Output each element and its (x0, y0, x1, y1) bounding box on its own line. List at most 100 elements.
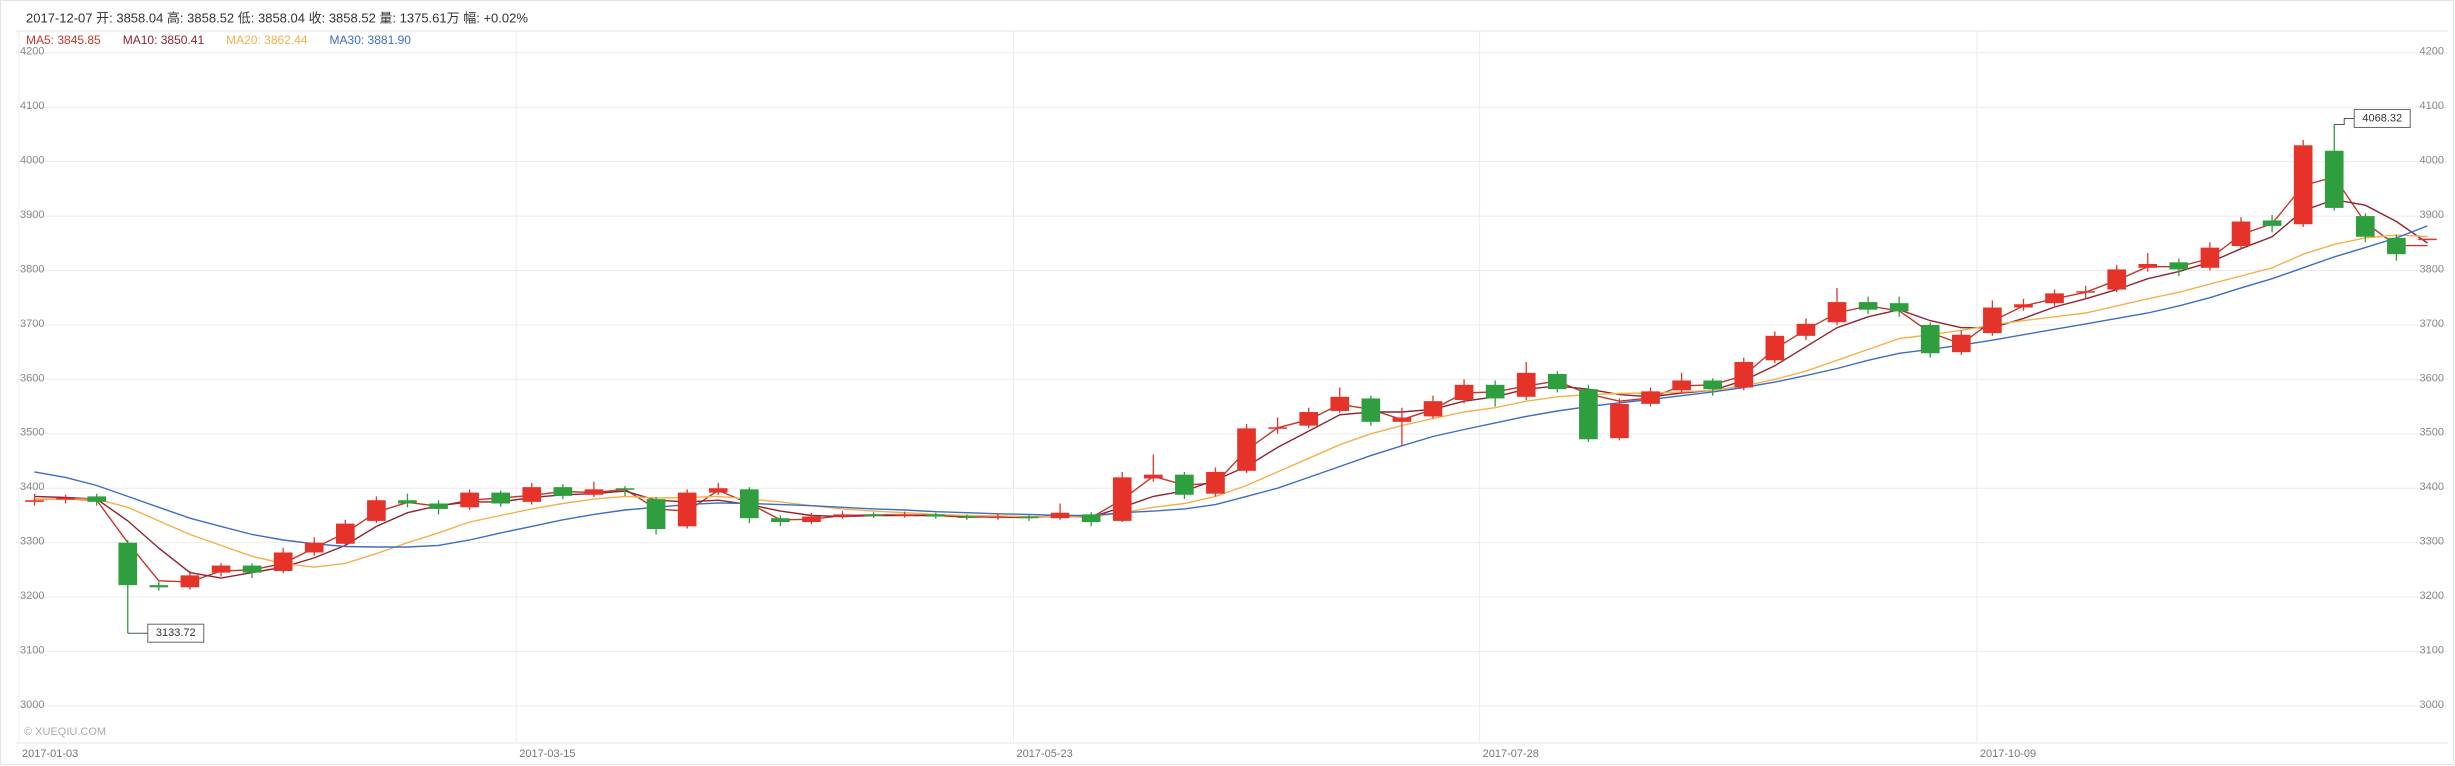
candle-body (1112, 477, 1132, 521)
candle-body (2231, 221, 2251, 247)
candle-body (2014, 304, 2033, 308)
candle-body (335, 523, 355, 544)
candle-body (1050, 512, 1070, 519)
x-tick-label: 2017-10-09 (1980, 748, 2036, 760)
candle-body (2324, 150, 2344, 208)
ma-line (34, 225, 2428, 548)
y-tick-label-right: 3900 (2420, 209, 2444, 221)
candle-body (2045, 293, 2064, 304)
y-tick-label: 3300 (20, 536, 44, 548)
candle-body (2262, 220, 2282, 226)
candle-body (1175, 474, 1194, 495)
candle-body (1858, 302, 1878, 310)
x-tick-label: 2017-01-03 (22, 748, 78, 760)
candle-body (1672, 380, 1691, 391)
candle-body (1143, 474, 1163, 479)
candle-body (1268, 427, 1287, 429)
candle-body (1454, 384, 1474, 401)
candle-body (460, 492, 479, 508)
candle-body (1641, 391, 1660, 404)
candle-body (1703, 380, 1723, 390)
legend: MA5: 3845.85 MA10: 3850.41 MA20: 3862.44 MA… (26, 33, 411, 47)
candle-body (304, 542, 324, 553)
x-tick-label: 2017-03-15 (519, 748, 575, 760)
y-tick-label: 3000 (20, 699, 44, 711)
candle-body (739, 489, 759, 519)
y-tick-label: 4200 (20, 46, 44, 58)
candle-body (522, 487, 542, 502)
candle-body (2107, 269, 2127, 290)
candle-body (1516, 372, 1536, 397)
candle-body (1920, 324, 1940, 354)
candle-body (1081, 514, 1101, 522)
candle-body (1237, 428, 1256, 471)
candle-body (211, 565, 231, 573)
y-tick-label: 4100 (20, 100, 44, 112)
candle-body (957, 516, 977, 519)
candle-body (56, 498, 75, 500)
candle-body (1392, 417, 1412, 422)
y-tick-label-right: 3600 (2420, 372, 2444, 384)
y-tick-label-right: 4100 (2420, 100, 2444, 112)
candle-body (398, 500, 417, 504)
candle-body (1423, 401, 1443, 417)
candle-body (553, 487, 573, 496)
y-tick-label-right: 3100 (2420, 644, 2444, 656)
candle-body (1796, 323, 1816, 336)
candle-body (1734, 361, 1754, 388)
candle-body (895, 514, 915, 516)
y-tick-label-right: 4000 (2420, 155, 2444, 167)
candle-body (677, 492, 697, 527)
ma-line (34, 234, 2428, 568)
y-tick-label: 3800 (20, 263, 44, 275)
y-tick-label-right: 3800 (2420, 263, 2444, 275)
legend-entry: MA20: 3862.44 (226, 33, 308, 47)
candle-body (1765, 335, 1785, 361)
candle-body (1206, 471, 1225, 494)
candle-body (25, 500, 44, 502)
y-tick-label-right: 3500 (2420, 427, 2444, 439)
annotation-label: 3133.72 (156, 627, 196, 639)
candle-body (1579, 389, 1598, 440)
annotation-box (147, 623, 205, 643)
y-tick-label: 4000 (20, 155, 44, 167)
y-tick-label-right: 3300 (2420, 536, 2444, 548)
legend-entry: MA10: 3850.41 (123, 33, 205, 47)
y-tick-label: 3500 (20, 427, 44, 439)
candle-body (2387, 237, 2406, 255)
candle-body (2138, 263, 2158, 268)
annotation-leader (2334, 117, 2355, 125)
candle-body (1299, 412, 1319, 426)
candle-body (615, 488, 635, 490)
candle-body (180, 575, 200, 588)
candle-body (2293, 145, 2313, 225)
candle-body (1361, 398, 1381, 422)
candle-body (2418, 238, 2437, 241)
candle-body (833, 514, 852, 517)
y-tick-label: 3200 (20, 590, 44, 602)
y-tick-label: 3600 (20, 372, 44, 384)
watermark: © XUEQIU.COM (24, 726, 106, 738)
candle-body (2200, 247, 2220, 268)
candle-body (242, 565, 262, 573)
candle-body (1889, 303, 1909, 312)
candle-body (1951, 334, 1971, 353)
candle-body (771, 518, 790, 522)
candle-body (367, 500, 386, 521)
quote-header: 2017-12-07 开: 3858.04 高: 3858.52 低: 3858… (26, 10, 528, 25)
annotation-label: 4068.32 (2362, 112, 2402, 124)
candle-body (149, 585, 169, 588)
candle-body (988, 516, 1008, 519)
candle-body (1019, 516, 1039, 519)
candle-body (708, 488, 728, 493)
candle-body (273, 552, 293, 571)
x-tick-label: 2017-07-28 (1483, 748, 1539, 760)
legend-entry: MA30: 3881.90 (330, 33, 412, 47)
candle-body (429, 503, 448, 509)
candle-body (491, 492, 511, 504)
legend-entry: MA5: 3845.85 (26, 33, 101, 47)
candle-body (584, 489, 604, 495)
annotation-box (2353, 108, 2411, 128)
